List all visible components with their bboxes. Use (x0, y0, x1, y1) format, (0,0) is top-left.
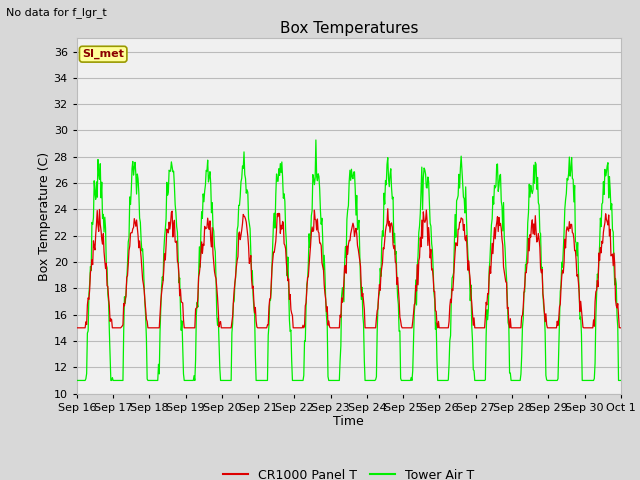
Legend: CR1000 Panel T, Tower Air T: CR1000 Panel T, Tower Air T (218, 464, 479, 480)
Text: SI_met: SI_met (82, 49, 124, 60)
Text: No data for f_lgr_t: No data for f_lgr_t (6, 7, 107, 18)
X-axis label: Time: Time (333, 415, 364, 429)
Y-axis label: Box Temperature (C): Box Temperature (C) (38, 151, 51, 281)
Title: Box Temperatures: Box Temperatures (280, 21, 418, 36)
